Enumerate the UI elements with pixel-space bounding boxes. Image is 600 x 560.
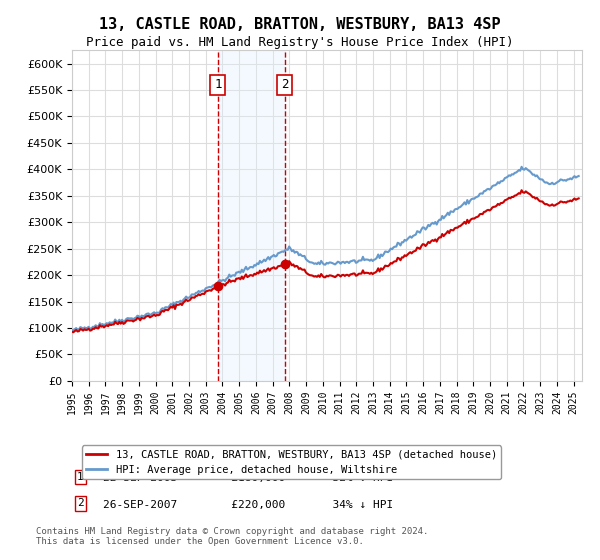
Text: Price paid vs. HM Land Registry's House Price Index (HPI): Price paid vs. HM Land Registry's House …: [86, 36, 514, 49]
Text: 2: 2: [77, 498, 84, 508]
Text: Contains HM Land Registry data © Crown copyright and database right 2024.
This d: Contains HM Land Registry data © Crown c…: [36, 526, 428, 546]
Text: 22-SEP-2003        £180,000       32% ↓ HPI: 22-SEP-2003 £180,000 32% ↓ HPI: [103, 473, 393, 483]
Text: 1: 1: [214, 78, 222, 91]
Text: 13, CASTLE ROAD, BRATTON, WESTBURY, BA13 4SP: 13, CASTLE ROAD, BRATTON, WESTBURY, BA13…: [99, 17, 501, 32]
Text: 26-SEP-2007        £220,000       34% ↓ HPI: 26-SEP-2007 £220,000 34% ↓ HPI: [103, 500, 393, 510]
Text: 1: 1: [77, 472, 84, 482]
Legend: 13, CASTLE ROAD, BRATTON, WESTBURY, BA13 4SP (detached house), HPI: Average pric: 13, CASTLE ROAD, BRATTON, WESTBURY, BA13…: [82, 446, 501, 479]
Text: 2: 2: [281, 78, 289, 91]
Bar: [218, 50, 285, 381]
